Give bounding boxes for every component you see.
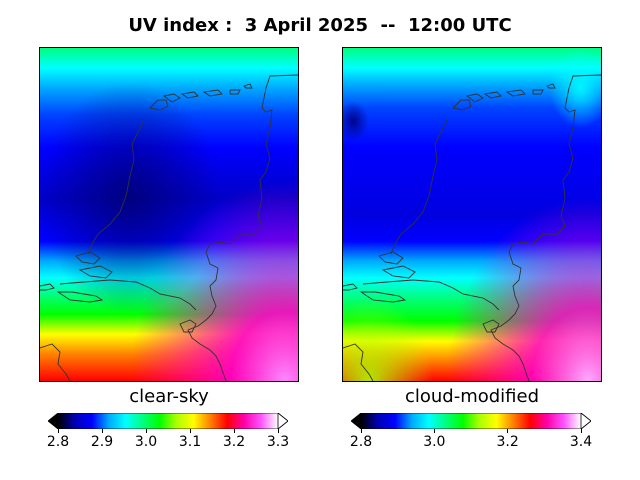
coastline-overlay <box>40 74 298 381</box>
uv-maximum-area <box>40 48 298 381</box>
colorbar-tick-mark <box>145 429 147 433</box>
colorbar-body <box>361 413 581 429</box>
colorbar-tick-label: 3.3 <box>266 434 290 450</box>
colorbar-extend-min <box>351 413 361 429</box>
colorbar-tick-label: 3.0 <box>423 434 446 450</box>
figure-title: UV index : 3 April 2025 -- 12:00 UTC <box>128 15 512 36</box>
coastline-overlay <box>343 74 601 381</box>
colorbar-extend-max <box>277 413 288 429</box>
uv-map-cloud-modified <box>343 48 601 381</box>
uv-local-minimum <box>343 48 601 381</box>
colorbar-tick-label: 2.9 <box>90 434 114 450</box>
colorbar-extend-min <box>48 413 58 429</box>
colorbar-tick-label: 3.1 <box>178 434 202 450</box>
colorbar-cloud-modified <box>351 413 591 429</box>
colorbar-tick-label: 3.2 <box>496 434 519 450</box>
map-panel-clear-sky <box>39 47 299 382</box>
colorbar-tick-mark <box>189 429 191 433</box>
colorbar-body <box>58 413 278 429</box>
colorbar-tick-label: 3.2 <box>222 434 246 450</box>
map-panel-cloud-modified <box>342 47 602 382</box>
colorbar-tick-mark <box>580 429 582 433</box>
colorbar-tick-label: 2.8 <box>349 434 373 450</box>
colorbar-tick-mark <box>57 429 59 433</box>
colorbar-tick-mark <box>277 429 279 433</box>
colorbar-tick-label: 3.4 <box>569 434 593 450</box>
colorbar-tick-mark <box>507 429 509 433</box>
panel-label-cloud-modified: cloud-modified <box>404 386 540 407</box>
panel-label-clear-sky: clear-sky <box>129 386 209 407</box>
colorbar-tick-label: 2.8 <box>46 434 70 450</box>
colorbar-tick-mark <box>101 429 103 433</box>
colorbar-clear-sky <box>48 413 288 429</box>
colorbar-extend-max <box>580 413 591 429</box>
uv-map-clear-sky <box>40 48 298 381</box>
colorbar-tick-mark <box>433 429 435 433</box>
colorbar-tick-label: 3.0 <box>134 434 158 450</box>
colorbar-tick-mark <box>233 429 235 433</box>
colorbar-tick-mark <box>360 429 362 433</box>
